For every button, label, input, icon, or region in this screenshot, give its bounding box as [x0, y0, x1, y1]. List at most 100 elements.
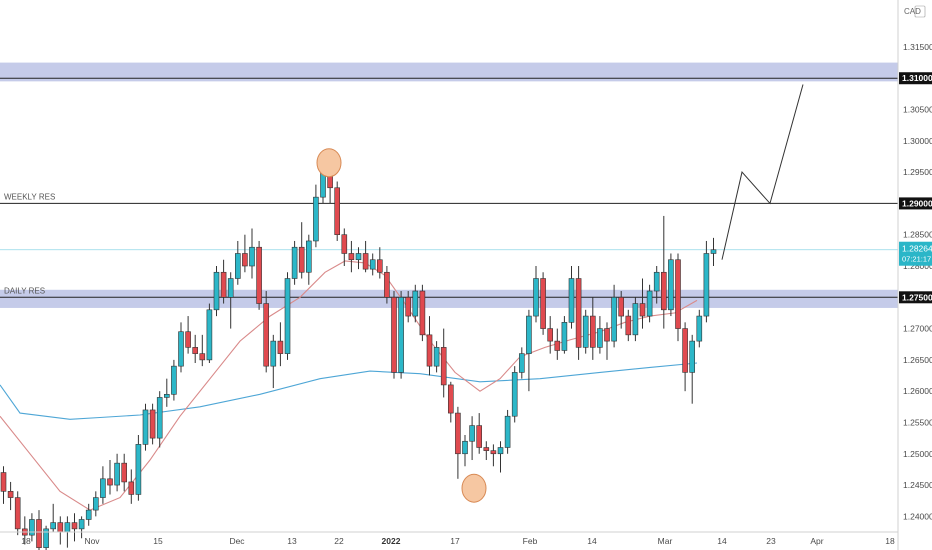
level-tag-1: 1.29000	[902, 198, 932, 208]
time-axis: 18 Nov 15 Dec 13 22 2022 17 Feb 14 Mar 14 23 Apr 18	[0, 531, 898, 546]
x-tick-7: 17	[450, 536, 460, 546]
candle-body-70	[497, 447, 504, 455]
candle-body-82	[582, 315, 589, 348]
candle-body-78	[554, 340, 561, 351]
candle-body-32	[227, 278, 234, 298]
x-tick-2: 15	[153, 536, 163, 546]
x-tick-3: Dec	[229, 536, 245, 546]
candle-body-88	[625, 315, 632, 336]
y-tick-12: 1.24000	[903, 511, 932, 521]
x-tick-6: 2022	[382, 536, 401, 546]
candle-body-18	[128, 481, 135, 495]
drawings	[316, 84, 804, 503]
candle-body-56	[398, 296, 404, 373]
x-tick-1: Nov	[84, 536, 100, 546]
candle-body-63	[447, 384, 454, 414]
candle-body-28	[199, 353, 206, 361]
x-tick-8: Feb	[523, 536, 538, 546]
candle-body-31	[220, 271, 227, 298]
countdown-tag: 07:21:17	[902, 255, 931, 264]
candle-body-41	[291, 246, 298, 279]
y-tick-8: 1.26000	[903, 386, 932, 396]
x-tick-0: 18	[21, 536, 31, 546]
candle-body-93	[660, 271, 667, 311]
candle-body-44	[313, 196, 319, 242]
x-tick-14: 18	[885, 536, 895, 546]
candle-body-49	[348, 253, 355, 261]
candle-body-15	[107, 478, 113, 486]
candle-body-33	[235, 253, 241, 279]
candle-body-2	[14, 497, 21, 530]
candle-body-69	[490, 450, 497, 455]
candle-body-81	[575, 278, 582, 348]
y-tick-9: 1.25500	[903, 417, 932, 427]
level-tag-bg-2	[899, 291, 932, 304]
y-tick-6: 1.27000	[903, 324, 932, 334]
level-tag-bg-0	[899, 72, 932, 85]
zone-1	[0, 289, 898, 308]
candle-body-14	[100, 478, 106, 498]
candles	[0, 159, 717, 550]
candle-body-98	[696, 315, 703, 342]
candle-body-21	[149, 409, 156, 439]
x-tick-4: 13	[287, 536, 297, 546]
y-tick-7: 1.26500	[903, 355, 932, 365]
candle-body-99	[703, 253, 710, 317]
candle-body-61	[433, 347, 440, 367]
candle-body-94	[668, 259, 674, 311]
level-tag-2: 1.27500	[902, 292, 932, 302]
candle-body-27	[192, 347, 198, 354]
candle-body-75	[533, 278, 539, 317]
level-label-1: WEEKLY RES	[4, 192, 55, 201]
candle-body-6	[43, 528, 49, 548]
candle-body-80	[568, 278, 575, 323]
candle-body-90	[639, 303, 646, 317]
candle-body-7	[50, 522, 57, 530]
candle-body-9	[64, 522, 71, 533]
candle-body-19	[135, 444, 142, 495]
candle-body-52	[369, 259, 376, 270]
y-tick-0: 1.31500	[903, 42, 932, 52]
candle-body-54	[384, 271, 390, 298]
candle-body-34	[242, 253, 248, 267]
candle-body-47	[334, 187, 341, 236]
projection-path	[721, 84, 804, 260]
currency-box	[914, 5, 926, 18]
candle-body-40	[284, 278, 291, 354]
x-tick-12: 23	[766, 536, 776, 546]
candle-body-84	[597, 328, 603, 348]
candle-body-35	[249, 246, 255, 267]
candle-body-53	[376, 259, 383, 273]
candle-body-30	[213, 271, 220, 311]
candle-body-5	[36, 519, 42, 548]
candle-body-4	[29, 519, 35, 536]
candle-body-16	[114, 462, 120, 486]
candle-body-0	[0, 472, 7, 492]
candle-body-67	[476, 425, 483, 448]
candle-body-97	[689, 340, 696, 373]
current-price-tag-bg	[899, 241, 932, 266]
x-tick-11: 14	[717, 536, 727, 546]
candle-body-26	[185, 331, 191, 348]
y-tick-2: 1.30000	[903, 136, 932, 146]
currency-label: CAD	[904, 7, 921, 16]
zone-0	[0, 62, 898, 82]
candle-body-86	[611, 296, 617, 342]
candle-body-76	[540, 278, 546, 329]
candle-body-68	[483, 447, 490, 451]
y-tick-11: 1.24500	[903, 480, 932, 490]
candle-body-50	[355, 253, 362, 261]
candle-body-51	[362, 253, 369, 270]
candle-body-95	[675, 259, 681, 329]
current-price-tag: 1.28264	[902, 244, 932, 254]
ema-slow-line	[0, 362, 698, 420]
candle-body-96	[682, 328, 688, 373]
candle-body-91	[646, 290, 653, 317]
candle-body-64	[455, 412, 461, 455]
candle-body-89	[632, 303, 639, 336]
horizontal-levels: WEEKLY RES DAILY RES	[0, 77, 898, 298]
price-axis: CAD 1.31500 1.30500 1.30000 1.29500 1.28500 1.…	[897, 0, 932, 550]
candle-body-57	[405, 296, 412, 317]
candle-body-38	[270, 340, 277, 367]
